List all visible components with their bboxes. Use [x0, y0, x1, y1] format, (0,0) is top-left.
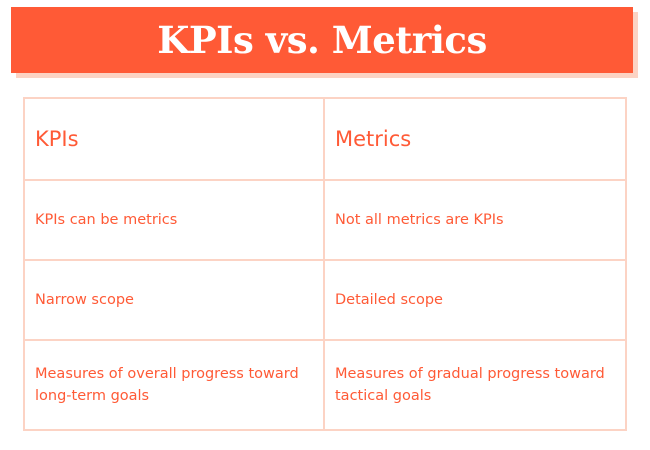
table-cell-metrics-row-3: Measures of gradual progress toward tact… [335, 366, 605, 404]
title-banner: KPIs vs. Metrics [11, 7, 633, 73]
table-cell-kpis-row-3: Measures of overall progress toward long… [25, 341, 325, 429]
table-header-kpis: KPIs [25, 99, 325, 181]
table-cell-metrics-row-1: Not all metrics are KPIs [325, 181, 625, 261]
table-cell-kpis-row-1: KPIs can be metrics [25, 181, 325, 261]
table-header-metrics: Metrics [325, 99, 625, 181]
table-cell-kpis-row-2: Narrow scope [25, 261, 325, 341]
table-cell-metrics-row-2: Detailed scope [325, 261, 625, 341]
page-title: KPIs vs. Metrics [157, 18, 487, 62]
comparison-table: KPIs Metrics KPIs can be metrics Not all… [23, 97, 627, 431]
